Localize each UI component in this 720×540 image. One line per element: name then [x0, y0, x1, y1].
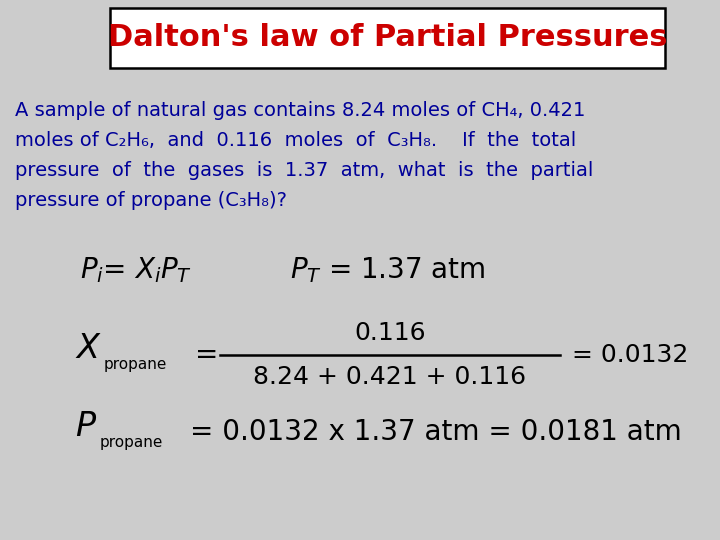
- Bar: [110, 8, 665, 68]
- Text: Dalton's law of Partial Pressures: Dalton's law of Partial Pressures: [108, 24, 667, 52]
- Text: = 0.0132: = 0.0132: [572, 343, 688, 367]
- Text: = 0.0132 x 1.37 atm = 0.0181 atm: = 0.0132 x 1.37 atm = 0.0181 atm: [190, 418, 682, 446]
- Text: $\mathit{P}$: $\mathit{P}$: [75, 409, 97, 442]
- Text: 8.24 + 0.421 + 0.116: 8.24 + 0.421 + 0.116: [253, 365, 526, 389]
- Text: $\mathit{P_i}$= $\mathit{X_i}$$\mathit{P_T}$: $\mathit{P_i}$= $\mathit{X_i}$$\mathit{P…: [80, 255, 192, 285]
- Text: pressure  of  the  gases  is  1.37  atm,  what  is  the  partial: pressure of the gases is 1.37 atm, what …: [15, 160, 593, 179]
- Text: pressure of propane (C₃H₈)?: pressure of propane (C₃H₈)?: [15, 191, 287, 210]
- Text: 0.116: 0.116: [354, 321, 426, 345]
- Text: $\mathit{X}$: $\mathit{X}$: [75, 333, 102, 366]
- Text: =: =: [195, 341, 218, 369]
- Text: propane: propane: [104, 357, 167, 373]
- Text: A sample of natural gas contains 8.24 moles of CH₄, 0.421: A sample of natural gas contains 8.24 mo…: [15, 100, 585, 119]
- Text: $\mathit{P_T}$ = 1.37 atm: $\mathit{P_T}$ = 1.37 atm: [290, 255, 485, 285]
- Text: propane: propane: [100, 435, 163, 449]
- Text: moles of C₂H₆,  and  0.116  moles  of  C₃H₈.    If  the  total: moles of C₂H₆, and 0.116 moles of C₃H₈. …: [15, 131, 576, 150]
